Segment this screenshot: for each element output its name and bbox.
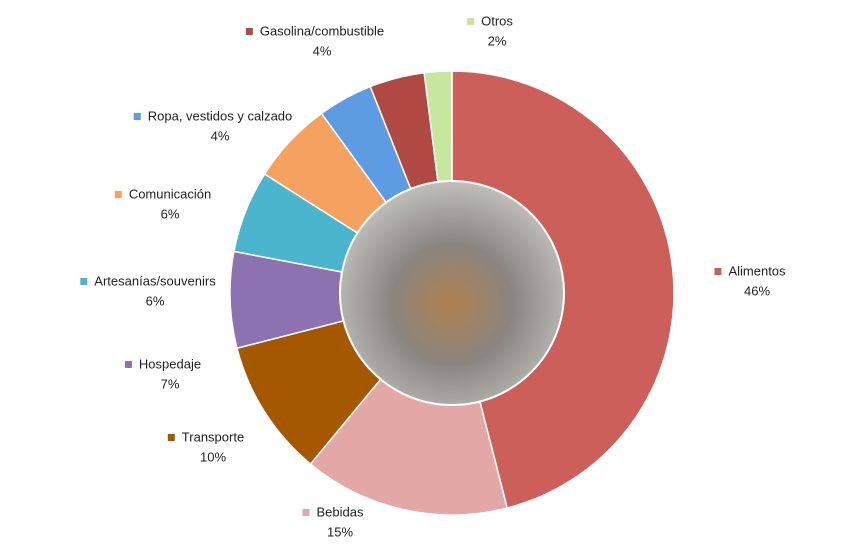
legend-swatch xyxy=(124,361,132,368)
value-label: 6% xyxy=(161,206,180,221)
legend-swatch xyxy=(245,28,253,35)
donut xyxy=(229,70,675,516)
value-label: 2% xyxy=(488,33,507,48)
legend-swatch xyxy=(167,434,175,441)
value-label: 10% xyxy=(200,449,226,464)
legend-label: Otros xyxy=(481,13,513,28)
legend-label: Alimentos xyxy=(728,263,786,278)
legend-swatch xyxy=(714,268,722,275)
value-label: 46% xyxy=(744,283,770,298)
legend-label: Hospedaje xyxy=(139,356,201,371)
value-label: 4% xyxy=(211,128,230,143)
value-label: 6% xyxy=(146,293,165,308)
legend-swatch xyxy=(80,278,88,285)
legend-swatch xyxy=(133,113,141,120)
value-label: 15% xyxy=(327,524,353,539)
legend-label: Ropa, vestidos y calzado xyxy=(148,108,293,123)
legend-label: Artesanías/souvenirs xyxy=(94,273,216,288)
legend-swatch xyxy=(114,191,122,198)
labels: Alimentos 46% Bebidas 15% Transporte 10% Hospe… xyxy=(80,13,786,539)
legend-label: Gasolina/combustible xyxy=(260,23,384,38)
center-photo xyxy=(339,180,565,406)
legend-label: Transporte xyxy=(182,429,244,444)
value-label: 4% xyxy=(313,43,332,58)
legend-swatch xyxy=(467,18,475,25)
legend-swatch xyxy=(302,509,310,516)
legend-label: Bebidas xyxy=(317,504,364,519)
value-label: 7% xyxy=(161,376,180,391)
legend-label: Comunicación xyxy=(129,186,211,201)
